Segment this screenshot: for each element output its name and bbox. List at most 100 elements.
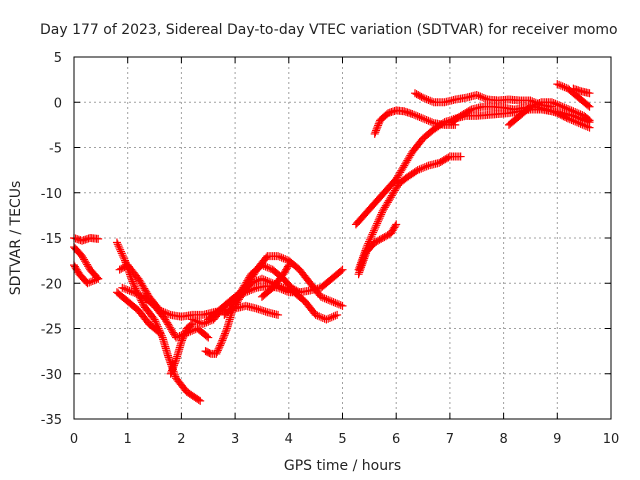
data-point [410, 110, 419, 119]
data-point [428, 97, 436, 106]
data-point [216, 341, 225, 350]
data-point [150, 315, 159, 324]
series-t20 [445, 102, 594, 132]
data-point [380, 203, 389, 212]
data-point [551, 99, 560, 108]
data-point [261, 262, 270, 271]
data-point [359, 256, 368, 265]
data-point [257, 274, 266, 283]
data-point [194, 395, 203, 404]
data-point [134, 290, 143, 299]
data-point [138, 281, 147, 290]
data-point [180, 331, 189, 340]
data-point [373, 219, 382, 228]
data-point [265, 264, 274, 273]
y-tick-label: -20 [41, 277, 62, 292]
data-point [221, 327, 230, 336]
data-point [279, 254, 288, 263]
data-point [558, 102, 567, 111]
data-point [120, 284, 129, 293]
data-point [129, 279, 138, 288]
data-point [398, 164, 407, 173]
data-point [204, 333, 213, 342]
data-point [167, 325, 176, 334]
data-point [164, 353, 173, 362]
data-point [170, 361, 179, 370]
data-point [259, 261, 268, 270]
data-point [366, 234, 375, 242]
data-point [373, 123, 382, 132]
data-point [386, 193, 395, 202]
data-point [547, 98, 556, 107]
data-point [417, 164, 426, 173]
data-point [378, 206, 387, 215]
data-point [420, 115, 429, 124]
data-point [254, 276, 263, 285]
data-point [168, 364, 177, 373]
data-point [385, 194, 394, 203]
data-point [198, 319, 207, 328]
data-point [572, 118, 581, 127]
data-point [338, 265, 347, 274]
data-point [422, 95, 431, 104]
data-point [318, 313, 327, 322]
data-point [419, 114, 428, 123]
data-point [112, 238, 121, 247]
data-point [574, 119, 583, 128]
y-tick-label: -35 [41, 413, 62, 428]
data-point [237, 286, 246, 295]
data-point [333, 299, 342, 308]
data-point [355, 266, 364, 275]
data-point [394, 171, 403, 180]
y-tick-label: -25 [41, 323, 62, 338]
data-point [324, 314, 333, 323]
data-point [357, 261, 366, 270]
data-point [404, 154, 413, 163]
data-point [478, 93, 487, 102]
data-point [127, 287, 136, 296]
data-point [395, 170, 404, 179]
data-point [392, 183, 401, 192]
data-point [581, 122, 590, 131]
data-point [379, 205, 388, 214]
data-point [123, 286, 132, 295]
x-tick-label: 4 [285, 432, 293, 447]
series-t6 [112, 288, 164, 338]
data-point [419, 163, 428, 172]
data-point [412, 167, 421, 176]
data-point [196, 396, 205, 405]
data-point [405, 153, 414, 162]
data-point [283, 262, 292, 271]
data-point [553, 80, 562, 89]
data-point [360, 252, 369, 261]
data-point [163, 318, 172, 327]
y-tick-label: -5 [49, 142, 62, 157]
data-point [360, 254, 369, 263]
data-point [116, 247, 125, 256]
data-point [247, 286, 256, 295]
data-point [254, 305, 263, 314]
data-point [402, 158, 411, 167]
data-point [357, 263, 366, 272]
data-point [141, 286, 150, 295]
data-point [381, 201, 390, 210]
data-point [281, 255, 290, 264]
data-point [413, 112, 422, 121]
data-point [221, 329, 230, 338]
data-point [132, 289, 141, 298]
data-point [560, 83, 569, 92]
data-point [526, 102, 535, 111]
data-point [560, 103, 569, 112]
data-point [213, 346, 222, 355]
data-point [481, 94, 490, 103]
data-point [284, 261, 293, 270]
data-point [88, 276, 97, 285]
data-point [275, 252, 284, 261]
data-point [169, 362, 178, 371]
data-point [400, 161, 409, 170]
data-point [426, 96, 435, 105]
data-point [202, 332, 211, 341]
data-point [249, 278, 257, 287]
data-point [134, 274, 143, 283]
